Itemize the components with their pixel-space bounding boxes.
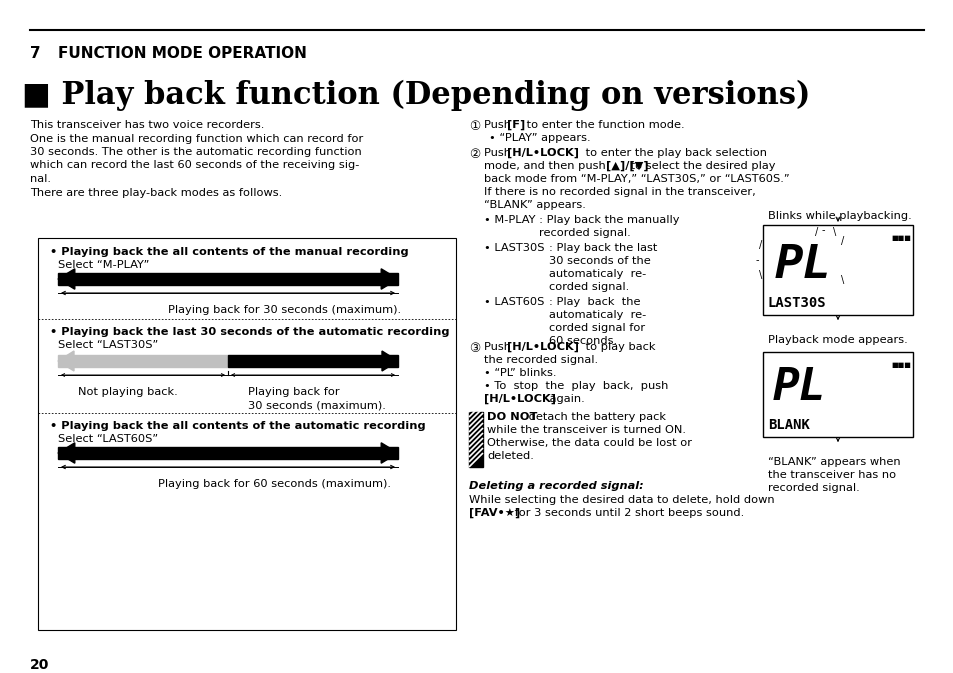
Text: [FAV•★]: [FAV•★] (469, 508, 519, 518)
Text: back mode from “M-PLAY,” “LAST30S,” or “LAST60S.”: back mode from “M-PLAY,” “LAST30S,” or “… (483, 174, 789, 184)
Text: Playing back for 30 seconds (maximum).: Playing back for 30 seconds (maximum). (168, 305, 400, 315)
Polygon shape (58, 443, 74, 463)
Text: nal.: nal. (30, 174, 51, 184)
Text: corded signal.: corded signal. (548, 282, 629, 292)
Text: ■ Play back function (Depending on versions): ■ Play back function (Depending on versi… (22, 80, 809, 111)
Text: Deleting a recorded signal:: Deleting a recorded signal: (469, 481, 643, 491)
Bar (58, 447, 397, 459)
Text: PL: PL (774, 243, 831, 288)
Text: Blinks while playbacking.: Blinks while playbacking. (767, 211, 911, 221)
Text: [▲]/[▼]: [▲]/[▼] (605, 161, 648, 171)
Text: BLANK: BLANK (767, 418, 809, 432)
Polygon shape (381, 351, 397, 371)
Text: 30 seconds of the: 30 seconds of the (548, 256, 650, 266)
Text: automaticaly  re-: automaticaly re- (548, 310, 645, 320)
Text: recorded signal.: recorded signal. (767, 483, 859, 493)
Text: \: \ (759, 270, 761, 280)
Polygon shape (58, 351, 74, 371)
Bar (58, 355, 228, 367)
Polygon shape (58, 269, 74, 289)
Text: recorded signal.: recorded signal. (538, 228, 630, 238)
Text: PL: PL (772, 366, 825, 409)
Text: 30 seconds. The other is the automatic recording function: 30 seconds. The other is the automatic r… (30, 147, 361, 157)
Text: -: - (821, 225, 824, 235)
Text: Push: Push (483, 342, 514, 352)
Text: -: - (755, 255, 758, 265)
Text: ③: ③ (469, 342, 479, 355)
Text: 60 seconds.: 60 seconds. (548, 336, 617, 346)
Text: corded signal for: corded signal for (548, 323, 644, 333)
Text: /: / (815, 227, 818, 237)
Text: : Play back the last: : Play back the last (548, 243, 657, 253)
Text: One is the manual recording function which can record for: One is the manual recording function whi… (30, 133, 363, 143)
Text: to enter the play back selection: to enter the play back selection (581, 148, 766, 158)
Text: Not playing back.: Not playing back. (78, 387, 177, 397)
Text: to play back: to play back (581, 342, 655, 352)
Text: the recorded signal.: the recorded signal. (483, 355, 598, 365)
Text: • LAST60S: • LAST60S (483, 297, 544, 307)
Text: Playback mode appears.: Playback mode appears. (767, 335, 907, 345)
Text: ②: ② (469, 148, 479, 161)
Text: the transceiver has no: the transceiver has no (767, 470, 895, 480)
Text: to enter the function mode.: to enter the function mode. (522, 120, 684, 130)
Text: ■■■: ■■■ (890, 235, 910, 241)
Polygon shape (381, 269, 397, 289)
Text: Select “LAST30S”: Select “LAST30S” (58, 340, 158, 350)
Text: Select “M-PLAY”: Select “M-PLAY” (58, 260, 150, 270)
Text: • Playing back the last 30 seconds of the automatic recording: • Playing back the last 30 seconds of th… (50, 327, 449, 337)
Text: • M-PLAY : Play back the manually: • M-PLAY : Play back the manually (483, 215, 679, 225)
Text: While selecting the desired data to delete, hold down: While selecting the desired data to dele… (469, 495, 774, 505)
Text: Push: Push (483, 120, 514, 130)
Text: • Playing back the all contents of the automatic recording: • Playing back the all contents of the a… (50, 421, 425, 431)
Text: /: / (841, 236, 843, 246)
Bar (228, 355, 397, 367)
Text: • “PLAY” appears.: • “PLAY” appears. (489, 133, 590, 143)
Text: for 3 seconds until 2 short beeps sound.: for 3 seconds until 2 short beeps sound. (511, 508, 743, 518)
Text: • “PL” blinks.: • “PL” blinks. (483, 368, 556, 378)
Text: ■■■: ■■■ (890, 362, 910, 368)
Text: This transceiver has two voice recorders.: This transceiver has two voice recorders… (30, 120, 264, 130)
Text: “BLANK” appears when: “BLANK” appears when (767, 457, 900, 467)
Text: • Playing back the all contents of the manual recording: • Playing back the all contents of the m… (50, 247, 408, 257)
Text: There are three play-back modes as follows.: There are three play-back modes as follo… (30, 188, 282, 197)
Text: mode, and then push: mode, and then push (483, 161, 609, 171)
Text: LAST30S: LAST30S (767, 296, 825, 310)
Polygon shape (381, 443, 397, 463)
Text: [H/L•LOCK]: [H/L•LOCK] (483, 394, 556, 404)
Text: • LAST30S: • LAST30S (483, 243, 544, 253)
Text: If there is no recorded signal in the transceiver,: If there is no recorded signal in the tr… (483, 187, 755, 197)
Text: automaticaly  re-: automaticaly re- (548, 269, 645, 279)
Text: while the transceiver is turned ON.: while the transceiver is turned ON. (486, 425, 685, 435)
Text: 30 seconds (maximum).: 30 seconds (maximum). (248, 400, 385, 410)
Text: 7: 7 (30, 46, 41, 61)
Text: Push: Push (483, 148, 514, 158)
Bar (762, 225, 912, 315)
Text: • To  stop  the  play  back,  push: • To stop the play back, push (483, 381, 668, 391)
Text: Otherwise, the data could be lost or: Otherwise, the data could be lost or (486, 438, 691, 448)
Text: again.: again. (545, 394, 584, 404)
Text: deleted.: deleted. (486, 451, 534, 461)
Text: [H/L•LOCK]: [H/L•LOCK] (506, 148, 578, 158)
Bar (762, 352, 912, 437)
Bar (58, 273, 397, 285)
Text: to select the desired play: to select the desired play (626, 161, 775, 171)
Text: /: / (759, 240, 761, 250)
Text: ①: ① (469, 120, 479, 133)
Text: \: \ (841, 275, 843, 285)
Text: Select “LAST60S”: Select “LAST60S” (58, 434, 158, 444)
Text: \: \ (833, 227, 836, 237)
Text: : Play  back  the: : Play back the (548, 297, 639, 307)
Text: DO NOT: DO NOT (486, 412, 537, 422)
Text: Playing back for 60 seconds (maximum).: Playing back for 60 seconds (maximum). (158, 479, 391, 489)
Bar (469, 412, 482, 467)
Text: which can record the last 60 seconds of the receiving sig-: which can record the last 60 seconds of … (30, 160, 359, 170)
Text: detach the battery pack: detach the battery pack (524, 412, 665, 422)
Text: [F]: [F] (506, 120, 525, 131)
Bar (38, 238, 456, 630)
Text: [H/L•LOCK]: [H/L•LOCK] (506, 342, 578, 352)
Text: Playing back for: Playing back for (248, 387, 339, 397)
Text: “BLANK” appears.: “BLANK” appears. (483, 200, 585, 210)
Text: FUNCTION MODE OPERATION: FUNCTION MODE OPERATION (58, 46, 307, 61)
Text: 20: 20 (30, 658, 50, 672)
